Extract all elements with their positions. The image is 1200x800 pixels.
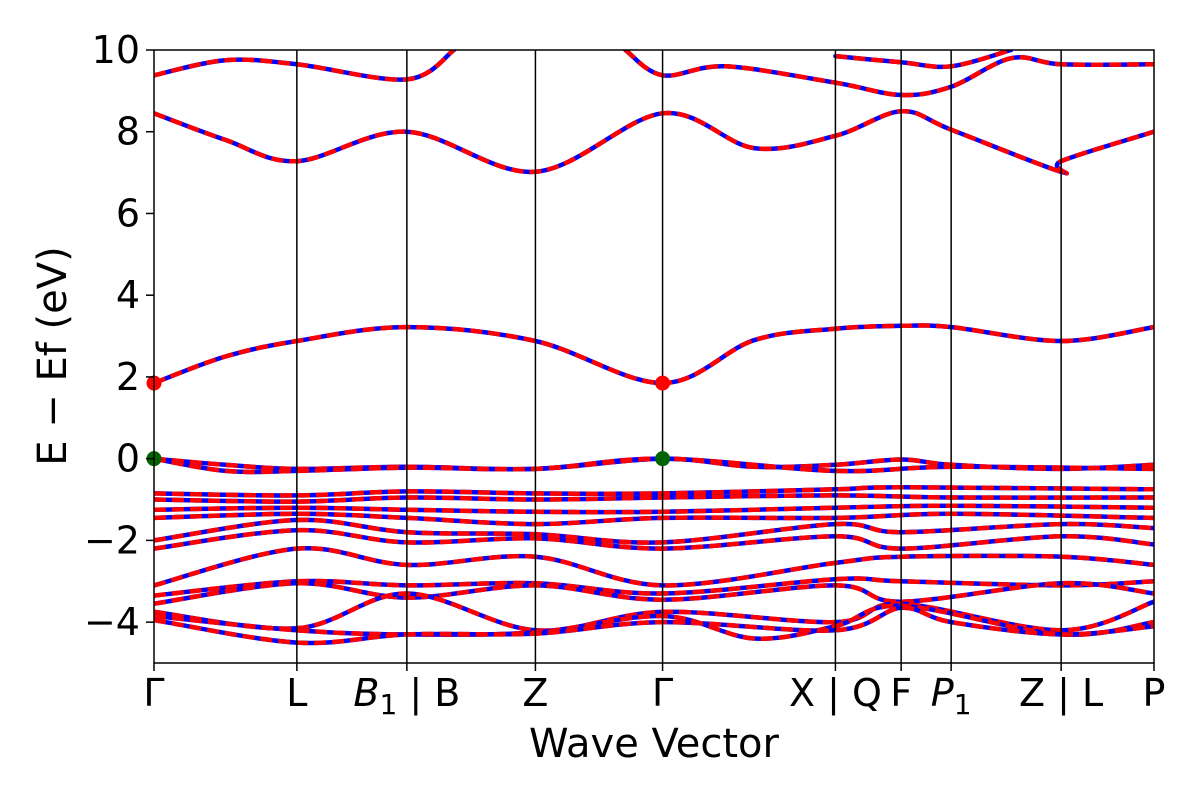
band-line-0-base [154, 323, 1154, 386]
x-tick-label-4: Γ [652, 671, 673, 715]
y-axis-label: E − Ef (eV) [30, 246, 76, 465]
band-line-1 [154, 109, 1154, 176]
x-tick-label-2: B1 | B [353, 671, 460, 721]
x-tick-label-7: P1 [931, 671, 972, 721]
band-line-18 [154, 605, 1154, 646]
band-line-2 [154, 50, 456, 82]
x-axis-ticks: Γ L B1 | B Z Γ X | Q F P1 Z | L P [143, 663, 1165, 721]
y-tick-label-2: 0 [116, 437, 140, 481]
x-tick-label-9: P [1143, 671, 1166, 715]
band-line-4 [835, 50, 1012, 70]
band-line-13 [154, 545, 1154, 588]
x-tick-label-1: L [286, 671, 307, 715]
y-tick-label-5: 6 [116, 191, 140, 235]
x-axis-label: Wave Vector [529, 721, 780, 767]
plot-frame [153, 49, 1155, 664]
band-line-3 [624, 50, 1154, 98]
y-tick-label-6: 8 [116, 110, 140, 154]
band-line-3-base [623, 50, 1154, 98]
y-axis-ticks: −4 −2 0 2 4 6 8 10 [84, 28, 154, 644]
cbm-marker-1 [655, 375, 671, 391]
band-line-17 [154, 603, 1154, 641]
band-line-1-base [154, 109, 1154, 176]
high-symmetry-lines [296, 50, 1062, 663]
y-tick-label-4: 4 [116, 273, 140, 317]
band-line-6 [154, 456, 1154, 475]
y-tick-label-0: −4 [84, 600, 140, 644]
band-edge-markers [146, 375, 671, 467]
x-tick-label-0: Γ [143, 671, 164, 715]
x-tick-label-8: Z | L [1019, 671, 1103, 716]
band-lines [154, 50, 1154, 646]
band-line-12 [154, 527, 1154, 551]
y-tick-label-3: 2 [116, 355, 140, 399]
x-tick-label-6: F [890, 671, 912, 715]
y-tick-label-7: 10 [92, 28, 140, 72]
vbm-marker-3 [655, 451, 671, 467]
y-tick-label-1: −2 [84, 518, 140, 562]
x-tick-label-3: Z [522, 671, 548, 715]
x-tick-label-5: X | Q [789, 671, 882, 716]
